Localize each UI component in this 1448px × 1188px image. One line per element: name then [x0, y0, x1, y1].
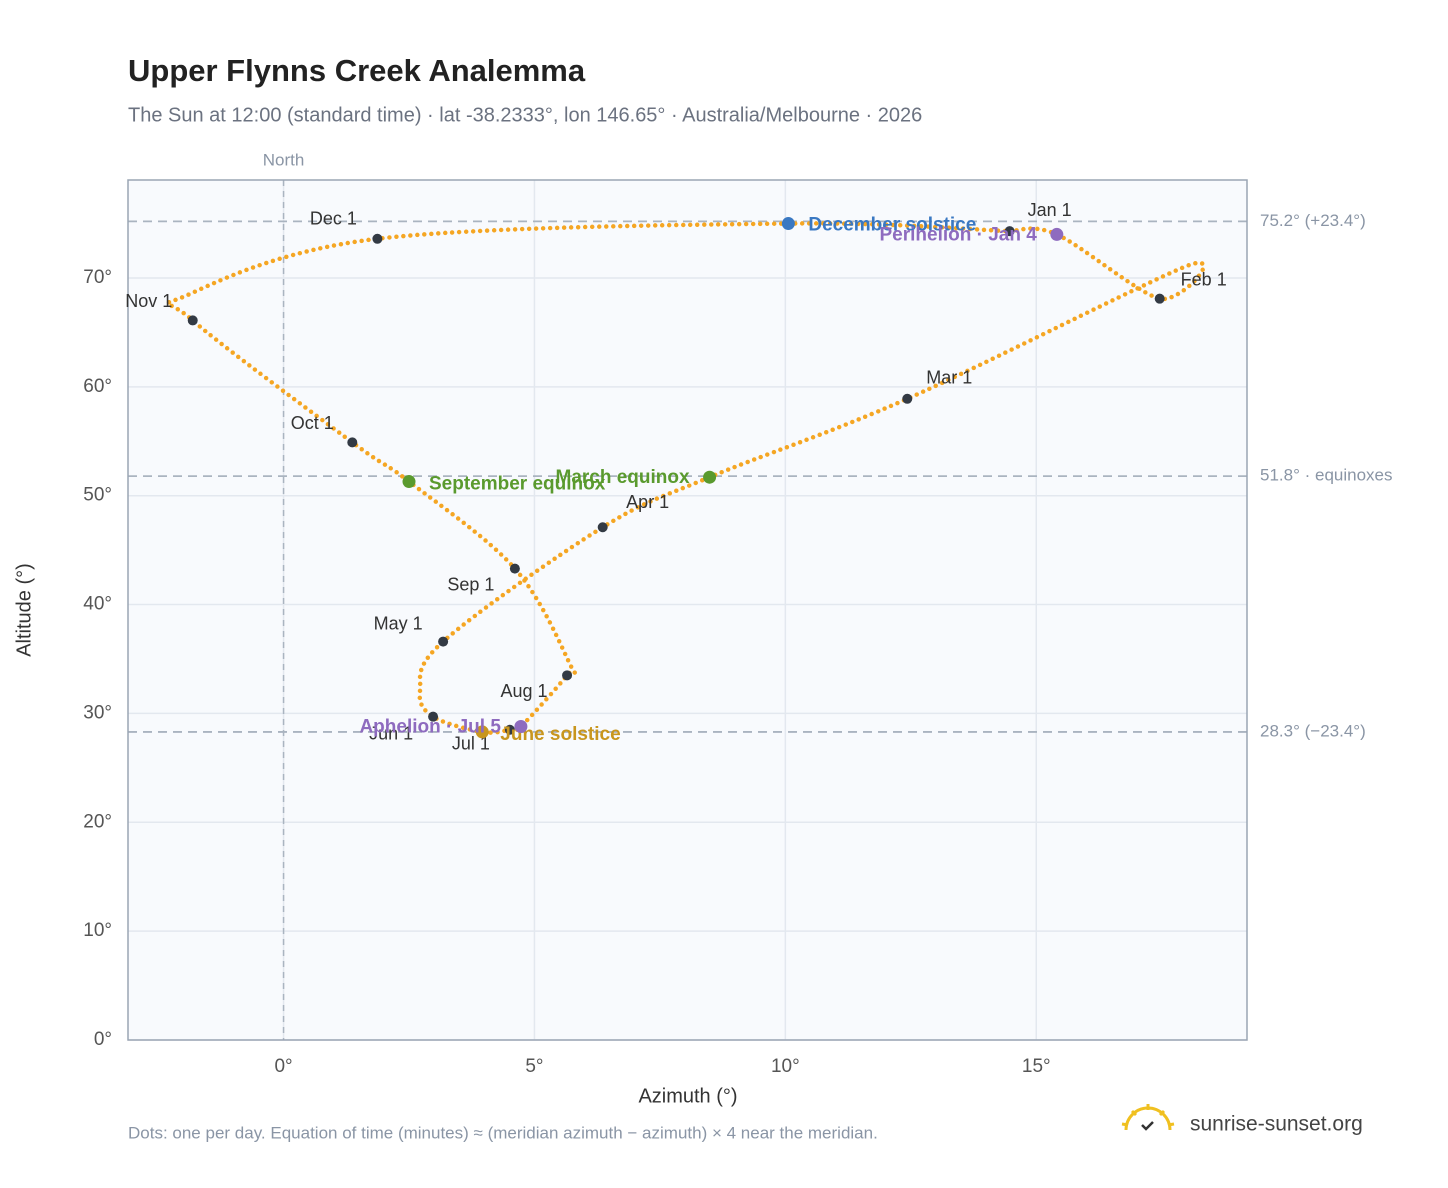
- y-tick-label: 10°: [83, 920, 112, 941]
- x-tick-label: 5°: [525, 1056, 543, 1077]
- event-label: March equinox: [556, 467, 691, 488]
- event-label: December solstice: [808, 215, 976, 236]
- month-label: Nov 1: [125, 291, 172, 311]
- month-marker: [562, 670, 573, 681]
- y-axis-label: Altitude (°): [13, 563, 35, 657]
- y-tick-label: 70°: [83, 267, 112, 288]
- plot-area: [128, 180, 1247, 1040]
- footnote: Dots: one per day. Equation of time (min…: [128, 1123, 878, 1142]
- event-marker: [514, 719, 528, 733]
- month-label: Aug 1: [501, 681, 548, 701]
- event-label: Perihelion · Jan 4: [879, 224, 1037, 245]
- month-label: Feb 1: [1181, 269, 1227, 289]
- x-tick-label: 15°: [1022, 1056, 1051, 1077]
- chart-subtitle: The Sun at 12:00 (standard time) · lat -…: [128, 104, 922, 126]
- month-marker: [372, 233, 383, 244]
- reference-label: 28.3° (−23.4°): [1260, 721, 1366, 740]
- month-marker: [438, 636, 449, 647]
- event-marker: [475, 725, 489, 739]
- month-marker: [187, 315, 198, 326]
- x-tick-label: 0°: [274, 1056, 292, 1077]
- month-marker: [504, 724, 515, 735]
- month-marker: [509, 563, 520, 574]
- plot-border: [127, 179, 1248, 1041]
- event-marker: [781, 217, 795, 231]
- event-marker: [1050, 227, 1064, 241]
- y-tick-label: 60°: [83, 376, 112, 397]
- reference-label: 51.8° · equinoxes: [1260, 466, 1393, 485]
- month-marker: [347, 437, 358, 448]
- month-label: Sep 1: [447, 574, 494, 594]
- month-label: Jun 1: [369, 723, 413, 743]
- x-tick-label: 10°: [771, 1056, 800, 1077]
- month-marker: [597, 522, 608, 533]
- analemma-curve: [165, 221, 1206, 735]
- month-marker: [1154, 293, 1165, 304]
- month-label: Mar 1: [926, 368, 972, 388]
- month-marker: [902, 393, 913, 404]
- month-label: Apr 1: [626, 492, 669, 512]
- month-marker: [1004, 226, 1015, 237]
- north-label: North: [263, 150, 305, 169]
- event-marker: [402, 475, 416, 489]
- brand: sunrise-sunset.org: [1190, 1113, 1363, 1136]
- month-label: Oct 1: [291, 413, 334, 433]
- y-tick-label: 30°: [83, 702, 112, 723]
- event-label: Aphelion · Jul 5: [359, 716, 501, 737]
- y-tick-label: 20°: [83, 811, 112, 832]
- event-marker: [703, 470, 717, 484]
- event-label: June solstice: [500, 724, 620, 745]
- y-tick-label: 50°: [83, 485, 112, 506]
- month-label: May 1: [374, 613, 423, 633]
- month-label: Jul 1: [452, 733, 490, 753]
- brand-logo: [1121, 1104, 1175, 1131]
- month-label: Jan 1: [1028, 200, 1072, 220]
- event-label: September equinox: [429, 474, 606, 495]
- reference-label: 75.2° (+23.4°): [1260, 211, 1366, 230]
- y-tick-label: 40°: [83, 594, 112, 615]
- x-axis-label: Azimuth (°): [638, 1085, 737, 1107]
- month-label: Dec 1: [310, 209, 357, 229]
- y-tick-label: 0°: [94, 1029, 112, 1050]
- month-marker: [428, 711, 439, 722]
- chart-title: Upper Flynns Creek Analemma: [128, 53, 586, 88]
